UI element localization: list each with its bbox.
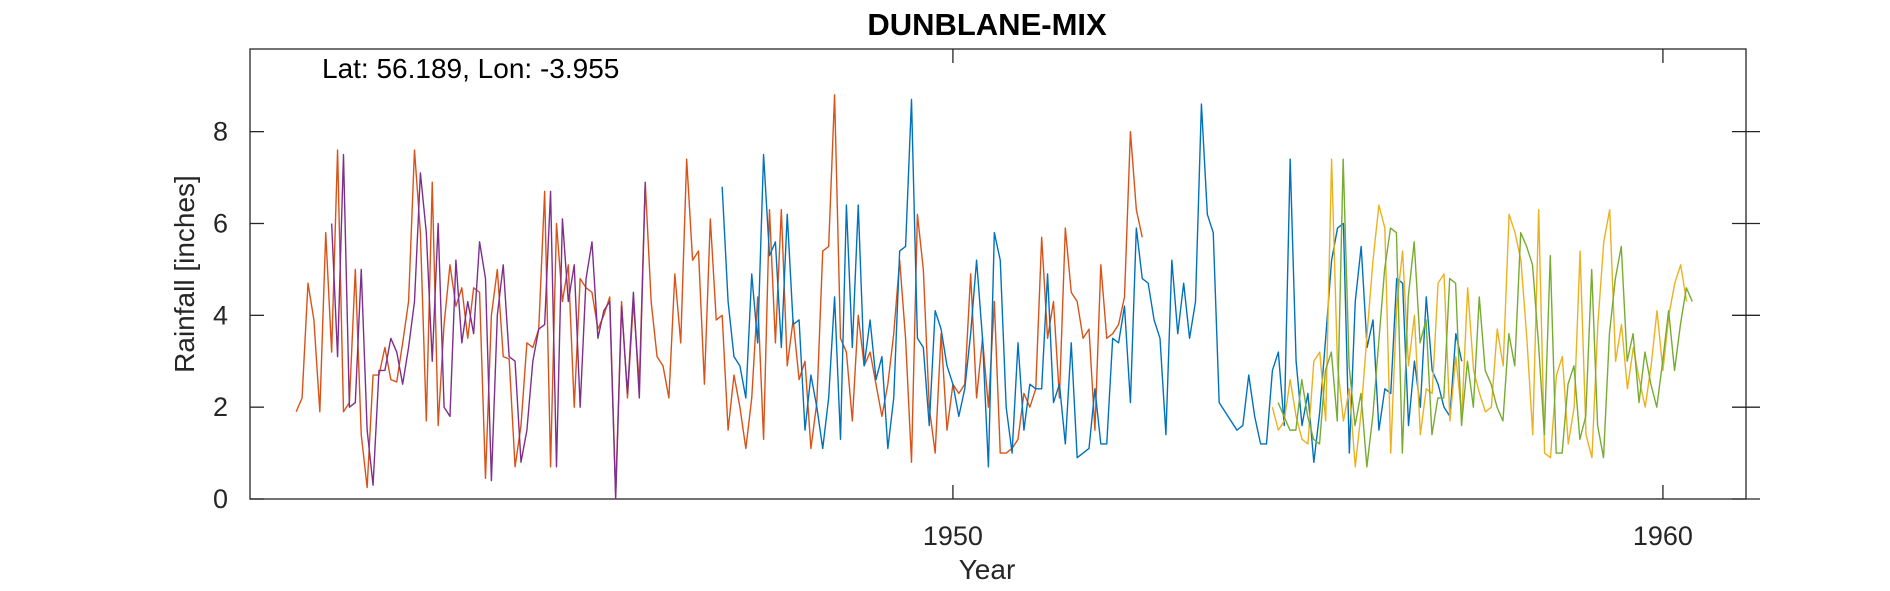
series-line-3 — [721, 98, 1463, 468]
y-tick-label: 2 — [213, 392, 228, 422]
axes-frame — [249, 48, 1747, 500]
y-tick-label: 0 — [213, 484, 228, 514]
y-tick-label: 8 — [213, 117, 228, 147]
x-axis-label: Year — [959, 554, 1016, 585]
y-tick-label: 6 — [213, 208, 228, 238]
location-annotation: Lat: 56.189, Lon: -3.955 — [322, 53, 619, 84]
series-line-4 — [1271, 158, 1688, 468]
series-line-2 — [330, 153, 646, 500]
y-axis-label: Rainfall [inches] — [169, 175, 200, 373]
series-line-1 — [295, 94, 1143, 496]
x-axis: 1950 1960 — [923, 49, 1693, 551]
x-tick-label: 1960 — [1633, 521, 1693, 551]
plot-area: Lat: 56.189, Lon: -3.955 — [249, 48, 1747, 500]
x-tick-label: 1950 — [923, 521, 983, 551]
chart-title: DUNBLANE-MIX — [867, 7, 1107, 42]
y-tick-label: 4 — [213, 300, 228, 330]
series-line-5 — [1277, 158, 1693, 468]
y-axis: 0 2 4 6 8 — [213, 117, 1760, 514]
series-group — [295, 94, 1693, 500]
